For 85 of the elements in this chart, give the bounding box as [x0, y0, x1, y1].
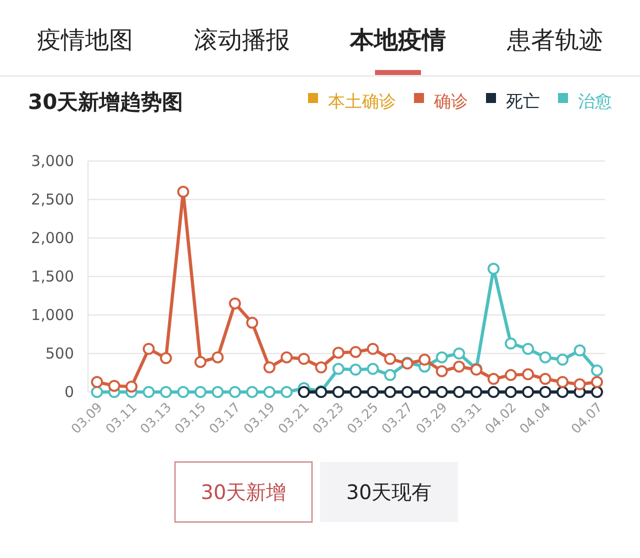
- y-tick-label: 1,000: [31, 306, 74, 324]
- point: [488, 386, 500, 398]
- legend-label: 本土确诊: [328, 92, 396, 112]
- legend-label: 确诊: [433, 92, 468, 112]
- point: [591, 386, 603, 398]
- point: [384, 352, 396, 365]
- point: [488, 262, 500, 275]
- point: [177, 386, 190, 398]
- point: [366, 386, 379, 398]
- point: [142, 386, 155, 398]
- legend-label: 死亡: [506, 92, 540, 112]
- point: [539, 372, 552, 385]
- point: [91, 376, 103, 388]
- point: [246, 316, 258, 329]
- point: [591, 376, 603, 388]
- point: [436, 386, 448, 398]
- point: [263, 386, 276, 398]
- point: [366, 342, 379, 355]
- point: [539, 386, 552, 398]
- point: [574, 344, 586, 356]
- text: 30天现有: [346, 480, 432, 504]
- point: [366, 362, 379, 375]
- chart-title: 30天新增趋势图: [28, 90, 184, 114]
- point: [350, 346, 362, 358]
- text: 疫情地图: [37, 26, 133, 54]
- text: 患者轨迹: [506, 26, 603, 54]
- y-tick-label: 0: [64, 383, 74, 401]
- point: [177, 186, 190, 198]
- text: 30天新增: [200, 480, 286, 504]
- point: [504, 386, 517, 398]
- point: [470, 386, 482, 398]
- text: 滚动播报: [194, 26, 290, 54]
- point: [436, 351, 448, 364]
- point: [263, 361, 276, 374]
- point: [142, 342, 155, 355]
- point: [488, 372, 500, 385]
- point: [212, 386, 224, 398]
- point: [453, 348, 466, 360]
- point: [401, 386, 414, 398]
- point: [522, 386, 534, 398]
- point: [160, 386, 172, 398]
- y-tick-label: 1,500: [31, 268, 74, 286]
- point: [108, 380, 120, 392]
- point: [194, 356, 206, 368]
- point: [418, 354, 431, 366]
- point: [384, 386, 396, 398]
- point: [574, 378, 586, 390]
- point: [504, 337, 517, 350]
- point: [350, 364, 362, 376]
- point: [246, 386, 258, 398]
- point: [453, 386, 466, 398]
- point: [194, 386, 206, 398]
- point: [332, 386, 344, 398]
- point: [228, 297, 241, 310]
- point: [522, 368, 534, 380]
- point: [504, 369, 517, 382]
- point: [556, 354, 569, 366]
- point: [350, 386, 362, 398]
- point: [160, 352, 172, 364]
- point: [591, 364, 603, 376]
- point: [522, 342, 534, 355]
- point: [212, 351, 224, 364]
- point: [228, 386, 241, 398]
- point: [556, 386, 569, 398]
- point: [91, 386, 103, 398]
- text: 本地疫情: [349, 26, 446, 54]
- y-tick-label: 2,000: [31, 229, 74, 247]
- point: [453, 360, 466, 373]
- point: [125, 380, 138, 393]
- point: [298, 386, 310, 398]
- point: [539, 351, 552, 364]
- y-tick-label: 2,500: [31, 190, 74, 208]
- point: [280, 351, 293, 364]
- y-tick-label: 3,000: [31, 152, 74, 170]
- point: [384, 369, 396, 382]
- point: [556, 376, 569, 388]
- point: [436, 365, 448, 378]
- point: [332, 362, 344, 375]
- point: [315, 361, 328, 374]
- point: [418, 386, 431, 398]
- point: [280, 386, 293, 398]
- y-tick-label: 500: [45, 344, 74, 362]
- legend-label: 治愈: [578, 92, 612, 112]
- point: [332, 346, 344, 359]
- point: [298, 352, 310, 365]
